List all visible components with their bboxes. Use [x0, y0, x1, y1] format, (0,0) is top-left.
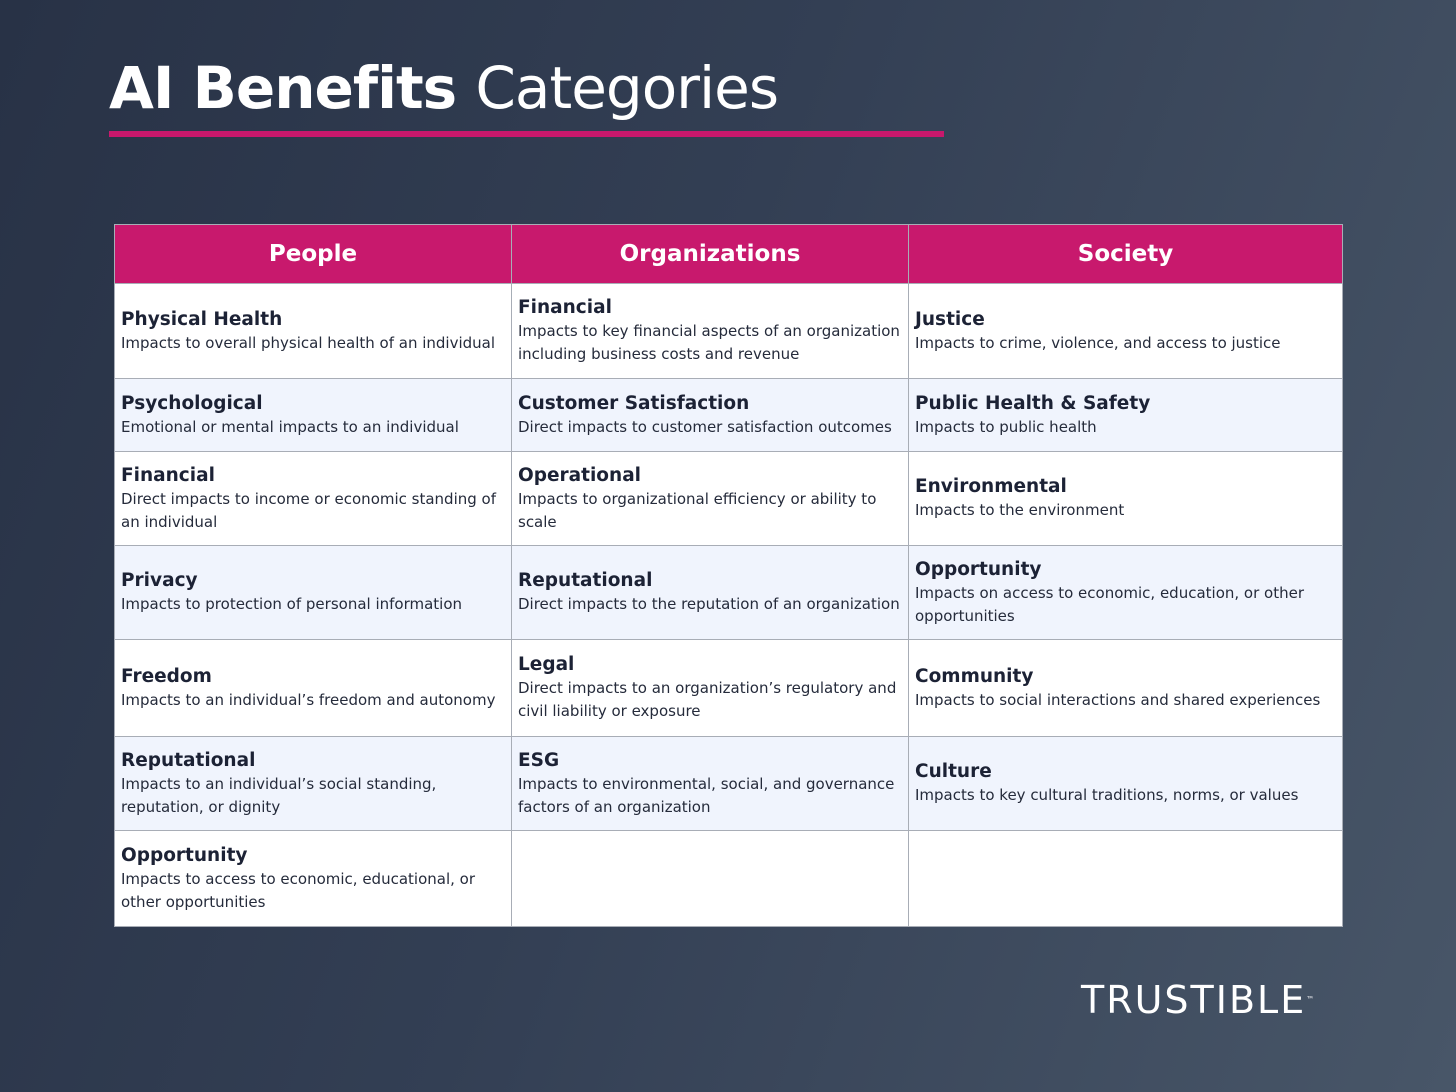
cell-description: Impacts on access to economic, education…: [915, 583, 1304, 625]
cell-description: Impacts to an individual’s social standi…: [121, 774, 437, 816]
table-cell: Financial Impacts to key financial aspect…: [511, 283, 909, 379]
cell-description: Direct impacts to income or economic sta…: [121, 489, 496, 531]
cell-description: Impacts to environmental, social, and go…: [518, 774, 895, 816]
cell-description: Impacts to overall physical health of an…: [121, 333, 496, 352]
cell-description: Emotional or mental impacts to an indivi…: [121, 417, 459, 436]
cell-title: Reputational: [121, 749, 256, 771]
column-header-society: Society: [908, 224, 1343, 284]
table-cell: Customer Satisfaction Direct impacts to c…: [511, 378, 909, 452]
cell-description: Direct impacts to an organization’s regu…: [518, 679, 897, 720]
table-row: Opportunity Impacts to access to economic…: [114, 830, 1343, 927]
cell-description: Impacts to access to economic, education…: [121, 869, 475, 911]
table-cell: Financial Direct impacts to income or eco…: [114, 451, 512, 546]
cell-title: Culture: [915, 761, 992, 782]
cell-description: Impacts to public health: [915, 417, 1097, 436]
cell-title: Opportunity: [915, 558, 1042, 580]
table-cell: Psychological Emotional or mental impacts…: [114, 378, 512, 452]
table-cell-empty: [511, 830, 909, 927]
table-row: Physical Health Impacts to overall physic…: [114, 283, 1343, 379]
cell-title: Public Health & Safety: [915, 392, 1151, 414]
cell-description: Direct impacts to the reputation of an o…: [518, 595, 900, 613]
table-row: Psychological Emotional or mental impacts…: [114, 378, 1343, 452]
table-cell: Operational Impacts to organizational eff…: [511, 451, 909, 546]
table-cell: ESG Impacts to environmental, social, and…: [511, 736, 909, 831]
table-cell: Physical Health Impacts to overall physic…: [114, 283, 512, 379]
table-cell: Reputational Impacts to an individual’s s…: [114, 736, 512, 831]
cell-title: Customer Satisfaction: [518, 392, 750, 414]
table-cell: Public Health & Safety Impacts to public …: [908, 378, 1343, 452]
cell-description: Impacts to organizational efficiency or …: [518, 489, 877, 531]
table-row: Financial Direct impacts to income or eco…: [114, 451, 1343, 546]
trademark-mark: ™: [1306, 995, 1315, 1004]
header-row: People Organizations Society: [114, 224, 1343, 284]
table-cell: Culture Impacts to key cultural tradition…: [908, 736, 1343, 831]
table-cell: Community Impacts to social interactions …: [908, 639, 1343, 737]
table-cell: Justice Impacts to crime, violence, and a…: [908, 283, 1343, 379]
table-cell: Privacy Impacts to protection of personal…: [114, 545, 512, 640]
cell-title: Legal: [518, 654, 575, 675]
cell-title: Operational: [518, 464, 642, 486]
column-header-organizations: Organizations: [511, 224, 909, 284]
cell-title: Opportunity: [121, 844, 248, 866]
cell-title: Environmental: [915, 476, 1067, 497]
cell-title: Reputational: [518, 570, 653, 591]
table-row: Freedom Impacts to an individual’s freedo…: [114, 639, 1343, 737]
cell-title: Justice: [915, 308, 985, 330]
title-bold: AI Benefits: [109, 54, 457, 122]
cell-description: Impacts to crime, violence, and access t…: [915, 333, 1281, 352]
cell-title: Physical Health: [121, 308, 283, 330]
column-header-people: People: [114, 224, 512, 284]
title-light: Categories: [475, 54, 779, 122]
table-row: Privacy Impacts to protection of personal…: [114, 545, 1343, 640]
cell-description: Impacts to key cultural traditions, norm…: [915, 786, 1299, 804]
cell-title: Community: [915, 665, 1034, 687]
table-cell: Legal Direct impacts to an organization’s…: [511, 639, 909, 737]
cell-description: Impacts to the environment: [915, 501, 1125, 519]
table-cell: Freedom Impacts to an individual’s freedo…: [114, 639, 512, 737]
table-cell-empty: [908, 830, 1343, 927]
table-cell: Opportunity Impacts on access to economic…: [908, 545, 1343, 640]
cell-description: Impacts to an individual’s freedom and a…: [121, 690, 496, 709]
trustible-logo: TRUSTIBLE™: [1081, 977, 1314, 1023]
cell-title: Freedom: [121, 665, 212, 687]
cell-description: Impacts to protection of personal inform…: [121, 595, 463, 613]
cell-title: ESG: [518, 749, 560, 771]
cell-description: Direct impacts to customer satisfaction …: [518, 417, 892, 436]
cell-description: Impacts to social interactions and share…: [915, 690, 1321, 709]
cell-title: Financial: [518, 297, 612, 318]
table-cell: Opportunity Impacts to access to economic…: [114, 830, 512, 927]
cell-description: Impacts to key financial aspects of an o…: [518, 322, 900, 363]
table-row: Reputational Impacts to an individual’s s…: [114, 736, 1343, 831]
table-cell: Reputational Direct impacts to the reputa…: [511, 545, 909, 640]
page-title: AI Benefits Categories: [109, 52, 779, 124]
logo-text: TRUSTIBLE: [1081, 978, 1307, 1022]
cell-title: Psychological: [121, 392, 263, 414]
title-underline: [109, 131, 944, 137]
cell-title: Privacy: [121, 570, 198, 591]
cell-title: Financial: [121, 464, 215, 486]
benefits-table: People Organizations Society Physical He…: [114, 224, 1343, 927]
table-cell: Environmental Impacts to the environment: [908, 451, 1343, 546]
